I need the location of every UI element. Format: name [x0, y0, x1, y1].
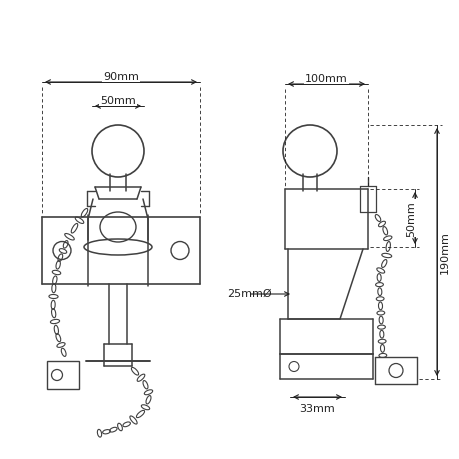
Text: 90mm: 90mm: [103, 72, 139, 82]
Text: 50mm: 50mm: [100, 96, 135, 106]
Text: 100mm: 100mm: [304, 74, 347, 84]
Text: 25mmØ: 25mmØ: [226, 288, 271, 298]
Text: 50mm: 50mm: [405, 201, 415, 236]
Text: 33mm: 33mm: [299, 403, 335, 413]
Text: 190mm: 190mm: [439, 231, 449, 274]
